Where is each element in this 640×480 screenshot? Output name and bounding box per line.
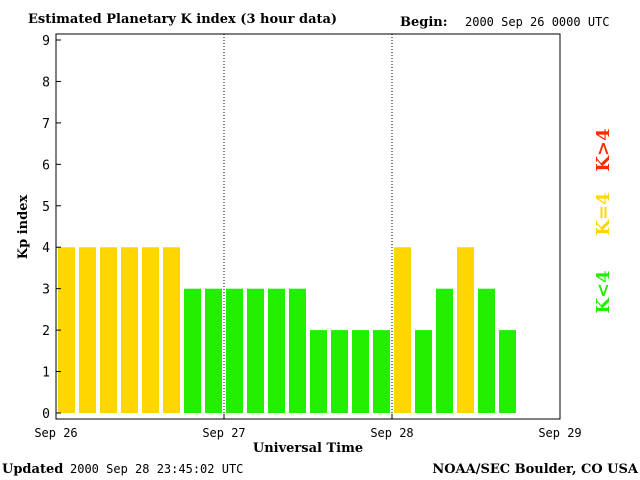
kp-bar [226, 288, 243, 413]
x-tick-label: Sep 28 [370, 426, 413, 440]
kp-bar [163, 247, 180, 413]
kp-bar [436, 288, 453, 413]
y-tick-label: 2 [42, 324, 50, 339]
kp-bar [100, 247, 117, 413]
kp-bar [478, 288, 495, 413]
kp-bar [142, 247, 159, 413]
y-tick-label: 5 [42, 200, 50, 215]
x-tick-label: Sep 26 [34, 426, 77, 440]
kp-bar [373, 330, 390, 413]
kp-bar [247, 288, 264, 413]
kp-bar [58, 247, 75, 413]
kp-bar [205, 288, 222, 413]
y-tick-label: 4 [42, 241, 50, 256]
y-tick-label: 7 [42, 117, 50, 132]
legend-k-greater-4: K>4 [593, 128, 614, 171]
y-axis-label: Kp index [16, 195, 31, 260]
kp-bar [394, 247, 411, 413]
y-tick-label: 9 [42, 34, 50, 49]
updated-value: 2000 Sep 28 23:45:02 UTC [70, 462, 243, 476]
y-tick-label: 8 [42, 75, 50, 90]
kp-bar [415, 330, 432, 413]
kp-bar [310, 330, 327, 413]
y-tick-label: 1 [42, 366, 50, 381]
y-tick-label: 0 [42, 407, 50, 422]
kp-bar [499, 330, 516, 413]
bars-group [58, 247, 516, 413]
kp-bar [331, 330, 348, 413]
x-axis-label: Universal Time [253, 441, 363, 456]
x-axis: Sep 26 Sep 27 Sep 28 Sep 29 [34, 414, 582, 440]
kp-bar [79, 247, 96, 413]
x-tick-label: Sep 29 [538, 426, 581, 440]
day-separators [223, 34, 393, 419]
kp-bar [457, 247, 474, 413]
chart-title: Estimated Planetary K index (3 hour data… [28, 12, 337, 27]
kp-bar [184, 288, 201, 413]
y-tick-label: 6 [42, 158, 50, 173]
updated-label: Updated [2, 462, 63, 477]
source-credit: NOAA/SEC Boulder, CO USA [432, 462, 639, 477]
y-tick-label: 3 [42, 283, 50, 298]
y-axis: 0 1 2 3 4 5 6 7 8 9 [42, 34, 61, 422]
kp-bar [121, 247, 138, 413]
x-tick-label: Sep 27 [202, 426, 245, 440]
legend-k-less-4: K<4 [593, 270, 614, 313]
begin-label: Begin: [400, 15, 448, 30]
kp-bar [268, 288, 285, 413]
kp-bar [289, 288, 306, 413]
legend-k-equal-4: K=4 [593, 192, 614, 235]
kp-bar [352, 330, 369, 413]
plot-frame [55, 33, 561, 420]
begin-value: 2000 Sep 26 0000 UTC [465, 15, 610, 29]
